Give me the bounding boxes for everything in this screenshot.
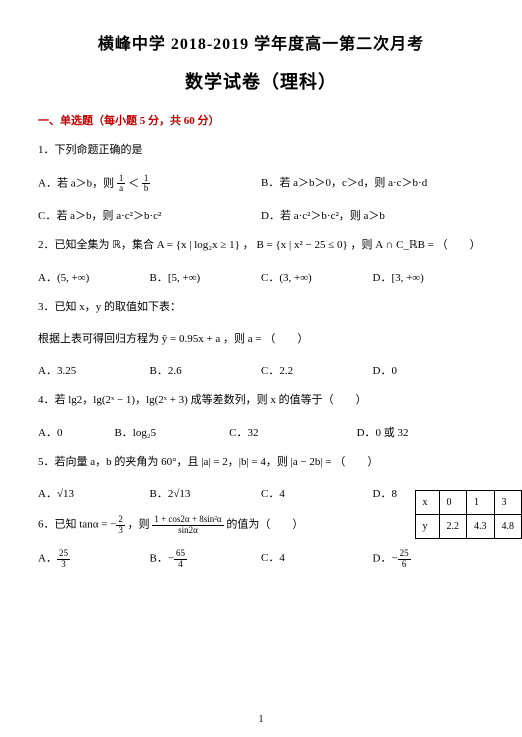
q5-optC: C．4 xyxy=(261,485,373,501)
q2-tail: ，则 A ∩ C_ℝB = （ ） xyxy=(351,239,481,251)
table-row: x 0 1 3 xyxy=(415,491,522,515)
q3-eq: ŷ = 0.95x + a xyxy=(162,333,221,345)
q6-optD: D．−256 xyxy=(373,549,485,569)
q1-optC: C．若 a＞b，则 a·c²＞b·c² xyxy=(38,207,261,223)
q1-options-row1: A．若 a＞b，则 1a ＜ 1b B．若 a＞b＞0，c＞d，则 a·c＞b·… xyxy=(38,174,484,194)
q2-pre: 2．已知全集为 ℝ，集合 xyxy=(38,239,154,251)
page-number: 1 xyxy=(0,714,522,725)
q5-optB: B．2√13 xyxy=(150,485,262,501)
q6-A-pre: A． xyxy=(38,553,57,565)
table-row: y 2.2 4.3 4.8 xyxy=(415,515,522,539)
q2-optB: B．[5, +∞) xyxy=(150,269,262,285)
q6-lhs: tanα = − xyxy=(79,519,116,531)
q3-l2-pre: 根据上表可得回归方程为 xyxy=(38,333,159,345)
q6-pre: 6．已知 xyxy=(38,519,77,531)
q2-optA: A．(5, +∞) xyxy=(38,269,150,285)
cell: 1 xyxy=(467,491,495,515)
q1-options-row2: C．若 a＞b，则 a·c²＞b·c² D．若 a·c²＞b·c²，则 a＞b xyxy=(38,207,484,223)
q2-setA: A = {x | log₂x ≥ 1} xyxy=(157,239,240,251)
q2-optD: D．[3, +∞) xyxy=(373,269,485,285)
q4-optC: C．32 xyxy=(229,424,356,440)
q6-optA: A．253 xyxy=(38,549,150,569)
q4-stem: 4．若 lg2，lg(2ˣ − 1)，lg(2ˣ + 3) 成等差数列，则 x … xyxy=(38,392,484,410)
q5-stem: 5．若向量 a，b 的夹角为 60°，且 |a| = 2，|b| = 4，则 |… xyxy=(38,454,484,472)
q2-optC: C．(3, +∞) xyxy=(261,269,373,285)
q4-optB: B．log₂5 xyxy=(114,424,229,440)
q6-rhs-frac: 1 + cos2α + 8sin²αsin2α xyxy=(152,515,223,535)
exam-page: 横峰中学 2018-2019 学年度高一第二次月考 数学试卷（理科） 一、单选题… xyxy=(0,0,522,569)
q1-A-mid: ＜ xyxy=(128,177,139,189)
q1-optB: B．若 a＞b＞0，c＞d，则 a·c＞b·d xyxy=(261,174,484,194)
q1-A-frac1: 1a xyxy=(117,174,126,194)
q4-optD: D．0 或 32 xyxy=(357,424,484,440)
q1-optD: D．若 a·c²＞b·c²，则 a＞b xyxy=(261,207,484,223)
q6-B-pre: B．− xyxy=(150,553,175,565)
q3-optB: B．2.6 xyxy=(150,362,262,378)
q3-line2: 根据上表可得回归方程为 ŷ = 0.95x + a ，则 a = （ ） xyxy=(38,331,484,349)
cell-x-label: x xyxy=(415,491,439,515)
cell: 0 xyxy=(439,491,467,515)
cell: 2.2 xyxy=(439,515,467,539)
q6-options: A．253 B．−654 C．4 D．−256 xyxy=(38,549,484,569)
q2-stem: 2．已知全集为 ℝ，集合 A = {x | log₂x ≥ 1} ， B = {… xyxy=(38,237,484,255)
q5-optA: A．√13 xyxy=(38,485,150,501)
cell: 4.8 xyxy=(494,515,522,539)
q4-options: A．0 B．log₂5 C．32 D．0 或 32 xyxy=(38,424,484,440)
q6-D-frac: 256 xyxy=(398,549,411,569)
q6-B-frac: 654 xyxy=(174,549,187,569)
cell: 3 xyxy=(494,491,522,515)
q6-D-pre: D．− xyxy=(373,553,398,565)
q6-A-frac: 253 xyxy=(57,549,70,569)
data-table: x 0 1 3 y 2.2 4.3 4.8 xyxy=(415,490,522,539)
q3-stem: 3．已知 x，y 的取值如下表： xyxy=(38,299,484,317)
q1-A-pre: A．若 a＞b，则 xyxy=(38,177,114,189)
q3-l2-post: ，则 a = （ ） xyxy=(223,333,308,345)
q6-optC: C．4 xyxy=(261,549,373,569)
q6-lhs-frac: 23 xyxy=(116,515,125,535)
q6-tail: 的值为（ ） xyxy=(226,519,303,531)
q2-setB: B = {x | x² − 25 ≤ 0} xyxy=(256,239,347,251)
cell: 4.3 xyxy=(467,515,495,539)
q3-optA: A．3.25 xyxy=(38,362,150,378)
q6-mid: ，则 xyxy=(128,519,150,531)
cell-y-label: y xyxy=(415,515,439,539)
q6-optB: B．−654 xyxy=(150,549,262,569)
q2-options: A．(5, +∞) B．[5, +∞) C．(3, +∞) D．[3, +∞) xyxy=(38,269,484,285)
q3-options: A．3.25 B．2.6 C．2.2 D．0 xyxy=(38,362,484,378)
q1-stem: 1．下列命题正确的是 xyxy=(38,142,484,160)
section-heading: 一、单选题（每小题 5 分，共 60 分） xyxy=(38,112,484,128)
header-title-2: 数学试卷（理科） xyxy=(38,68,484,94)
header-title-1: 横峰中学 2018-2019 学年度高一第二次月考 xyxy=(38,30,484,54)
q2-mid1: ， xyxy=(243,239,254,251)
q1-optA: A．若 a＞b，则 1a ＜ 1b xyxy=(38,174,261,194)
q3-optC: C．2.2 xyxy=(261,362,373,378)
q1-A-frac2: 1b xyxy=(142,174,151,194)
q4-optA: A．0 xyxy=(38,424,114,440)
q3-optD: D．0 xyxy=(373,362,485,378)
